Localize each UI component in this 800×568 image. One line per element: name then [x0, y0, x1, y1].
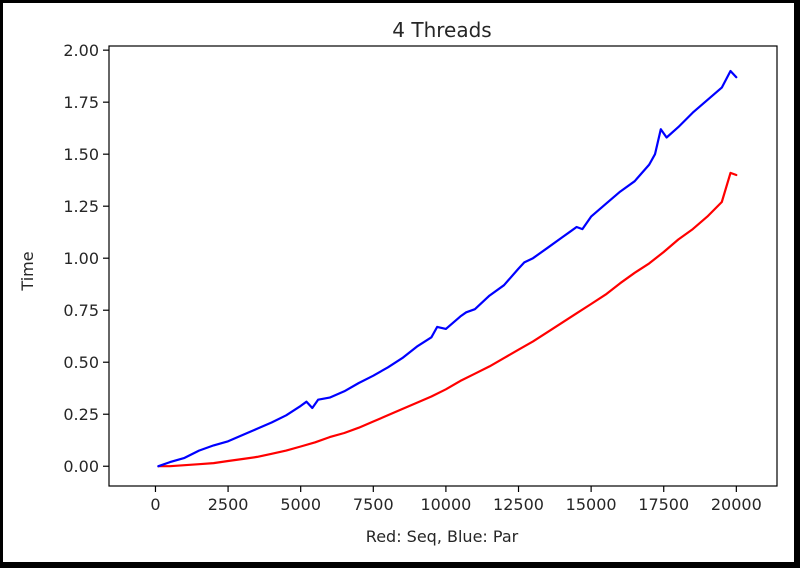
x-axis-title: Red: Seq, Blue: Par	[366, 527, 519, 546]
y-tick-label: 2.00	[63, 41, 99, 60]
x-tick-label: 0	[150, 495, 160, 514]
x-tick-label: 12500	[493, 495, 544, 514]
chart-frame: 4 Threads 0 2500 5000 7500 10000 12500 15000 17…	[3, 3, 794, 562]
y-tick-label: 0.50	[63, 353, 99, 372]
x-tick-label: 5000	[280, 495, 321, 514]
y-axis-title: Time	[18, 251, 37, 291]
y-tick-label: 0.75	[63, 301, 99, 320]
series-line-blue	[157, 69, 738, 468]
x-tick-label: 10000	[420, 495, 471, 514]
y-tick-label: 1.75	[63, 93, 99, 112]
y-tick-label: 1.00	[63, 249, 99, 268]
y-tick-label: 0.00	[63, 457, 99, 476]
plot-border	[108, 45, 778, 487]
y-tick-label: 0.25	[63, 405, 99, 424]
x-tick-label: 7500	[353, 495, 394, 514]
chart-title: 4 Threads	[392, 18, 491, 42]
x-tick-label: 2500	[208, 495, 249, 514]
y-tick-label: 1.25	[63, 197, 99, 216]
x-tick-label: 20000	[711, 495, 762, 514]
series-line-red	[157, 171, 738, 468]
x-tick-label: 17500	[638, 495, 689, 514]
line-chart: 4 Threads 0 2500 5000 7500 10000 12500 15000 17…	[18, 18, 778, 546]
plot-area: 0 2500 5000 7500 10000 12500 15000 17500 20000 0.…	[63, 41, 778, 514]
y-tick-label: 1.50	[63, 145, 99, 164]
x-tick-label: 15000	[566, 495, 617, 514]
